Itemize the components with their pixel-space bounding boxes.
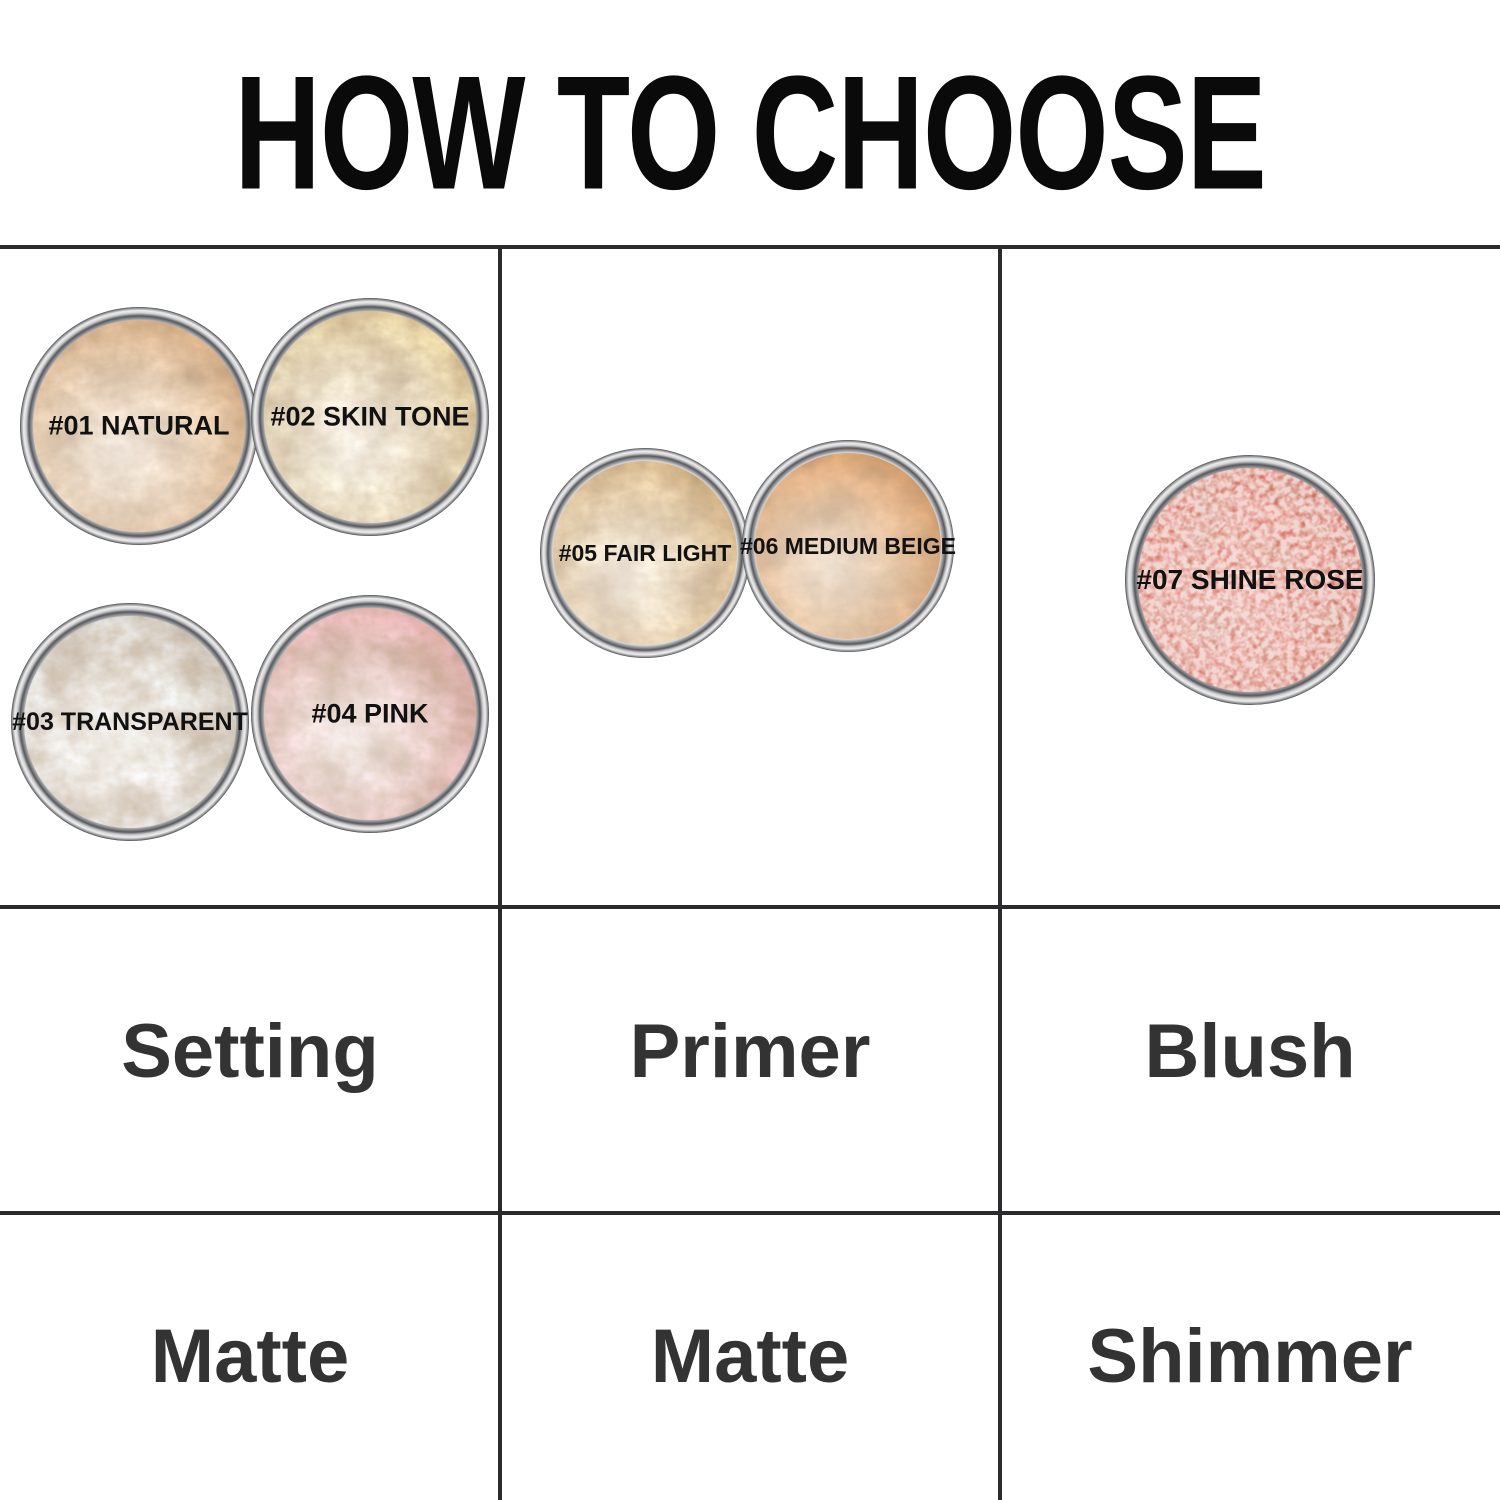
svg-text:#01 NATURAL: #01 NATURAL <box>48 411 229 441</box>
svg-text:#06 MEDIUM BEIGE: #06 MEDIUM BEIGE <box>740 533 956 559</box>
svg-text:#04 PINK: #04 PINK <box>311 699 429 729</box>
svg-text:#03 TRANSPARENT: #03 TRANSPARENT <box>12 708 248 736</box>
svg-text:#05 FAIR LIGHT: #05 FAIR LIGHT <box>559 540 732 566</box>
svg-text:#07 SHINE ROSE: #07 SHINE ROSE <box>1136 564 1363 595</box>
svg-text:#02 SKIN TONE: #02 SKIN TONE <box>270 402 469 432</box>
